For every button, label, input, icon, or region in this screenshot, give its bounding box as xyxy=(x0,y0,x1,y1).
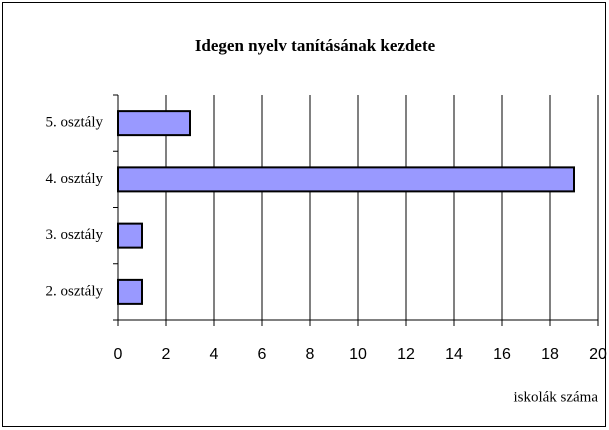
x-tick-label: 14 xyxy=(445,346,463,363)
x-tick-label: 8 xyxy=(306,346,315,363)
x-tick-label: 0 xyxy=(114,346,123,363)
chart-title: Idegen nyelv tanításának kezdete xyxy=(195,36,436,55)
bar xyxy=(117,278,143,305)
x-tick-label: 12 xyxy=(397,346,415,363)
x-tick-label: 18 xyxy=(541,346,559,363)
y-tick-label: 5. osztály xyxy=(46,115,104,131)
bar xyxy=(117,166,575,193)
y-tick-label: 4. osztály xyxy=(46,171,104,187)
x-tick-label: 20 xyxy=(589,346,607,363)
y-tick-label: 3. osztály xyxy=(46,227,104,243)
x-axis-label: iskolák száma xyxy=(513,389,598,405)
x-tick-label: 16 xyxy=(493,346,511,363)
bar xyxy=(117,110,191,137)
bar xyxy=(117,222,143,249)
x-tick-label: 10 xyxy=(349,346,367,363)
x-tick-label: 2 xyxy=(162,346,171,363)
x-tick-label: 4 xyxy=(210,346,219,363)
y-tick-label: 2. osztály xyxy=(46,283,104,299)
x-tick-label: 6 xyxy=(258,346,267,363)
